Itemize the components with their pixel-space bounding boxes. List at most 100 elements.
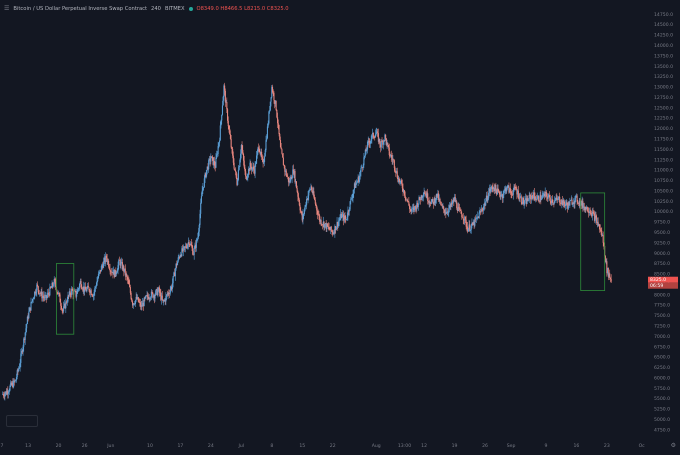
candle-body [224, 86, 225, 91]
candle-body [9, 391, 10, 393]
ohlc-values: O8349.0 H8466.5 L8215.0 C8325.0 [197, 3, 289, 15]
candle-body [444, 209, 445, 212]
candle-body [201, 196, 202, 203]
candle-body [268, 112, 269, 124]
candle-body [261, 152, 262, 157]
candle-body [389, 147, 390, 155]
candle-body [281, 149, 282, 153]
candle-body [165, 296, 166, 302]
chart-header: ☰ Bitcoin / US Dollar Perpetual Inverse … [4, 3, 289, 15]
candle-body [163, 301, 164, 302]
time-tick-label: 13:00 [398, 443, 411, 449]
candle-body [44, 296, 45, 298]
candle-body [603, 235, 604, 243]
candle-body [18, 368, 19, 370]
candle-body [99, 272, 100, 274]
candle-body [215, 158, 216, 168]
candle-body [317, 210, 318, 214]
candle-body [366, 150, 367, 152]
candle-body [4, 394, 5, 397]
time-tick-label: 13 [25, 443, 31, 449]
candle-body [199, 225, 200, 232]
candle-body [300, 205, 301, 210]
time-axis[interactable]: 7 13 20 26 Jun 10 17 24 Jul 8 15 22 Aug 13:00 12 19 26 Se… [1, 443, 646, 449]
candle-body [37, 285, 38, 287]
candle-body [368, 141, 369, 143]
candle-body [352, 198, 353, 199]
candle-body [456, 201, 457, 208]
candle-body [375, 134, 376, 137]
candle-body [159, 287, 160, 292]
candle-body [223, 97, 224, 106]
time-tick-label: 10 [147, 443, 153, 449]
symbol-list-icon[interactable]: ☰ [4, 3, 9, 15]
symbol-name[interactable]: Bitcoin / US Dollar Perpetual Inverse Sw… [13, 3, 147, 15]
candle-body [259, 149, 260, 152]
candle-body [72, 289, 73, 291]
candle-body [150, 298, 151, 299]
time-tick-label: 15 [299, 443, 305, 449]
candle-body [233, 156, 234, 163]
candle-body [483, 207, 484, 211]
candle-body [231, 139, 232, 147]
candle-body [461, 210, 462, 213]
candle-body [528, 201, 529, 202]
candle-body [256, 156, 257, 164]
candle-body [154, 295, 155, 298]
candle-body [310, 189, 311, 190]
candle-body [303, 214, 304, 215]
navigation-widget[interactable] [6, 415, 38, 427]
candle-body [542, 195, 543, 196]
candle-body [315, 200, 316, 204]
settings-gear-icon[interactable]: ⚙ [671, 442, 676, 449]
price-tick-label: 10500.0 [654, 188, 673, 194]
candle-body [80, 281, 81, 287]
candle-body [339, 220, 340, 221]
candle-body [287, 176, 288, 177]
candle-body [199, 214, 200, 225]
candle-body [402, 184, 403, 189]
candle-body [408, 202, 409, 206]
candle-body [76, 294, 77, 297]
candle-body [157, 291, 158, 296]
price-tick-label: 8000.0 [654, 292, 670, 298]
candle-body [244, 168, 245, 172]
time-tick-label: Aug [372, 443, 381, 449]
time-tick-label: 9 [544, 443, 547, 449]
candle-body [263, 162, 264, 163]
candle-body [609, 274, 610, 278]
candle-body [239, 167, 240, 170]
candle-body [376, 132, 377, 134]
candle-body [197, 240, 198, 241]
candle-body [218, 143, 219, 146]
interval-label[interactable]: 240 [151, 3, 161, 15]
price-tick-label: 13750.0 [654, 53, 673, 59]
candle-body [327, 224, 328, 227]
candle-body [556, 198, 557, 199]
candle-body [465, 217, 466, 220]
candle-body [554, 201, 555, 203]
candle-body [25, 333, 26, 340]
candle-body [226, 102, 227, 109]
price-tick-label: 8750.0 [654, 261, 670, 267]
candle-body [411, 209, 412, 212]
candle-body [339, 218, 340, 219]
candle-body [297, 192, 298, 197]
time-tick-label: Jun [106, 443, 114, 449]
price-axis[interactable]: 14750.0 14500.0 14250.0 14000.0 13750.0 13500… [654, 12, 673, 434]
candle-body [574, 198, 575, 204]
candle-body [363, 165, 364, 167]
candle-body [218, 146, 219, 154]
candle-body [217, 154, 218, 155]
candle-body [318, 215, 319, 216]
candle-body [331, 227, 332, 231]
candle-body [198, 232, 199, 237]
price-tick-label: 14250.0 [654, 33, 673, 39]
time-tick-label: 24 [208, 443, 214, 449]
price-tick-label: 13250.0 [654, 74, 673, 80]
candle-body [278, 125, 279, 134]
candle-body [220, 125, 221, 140]
candle-body [432, 199, 433, 202]
